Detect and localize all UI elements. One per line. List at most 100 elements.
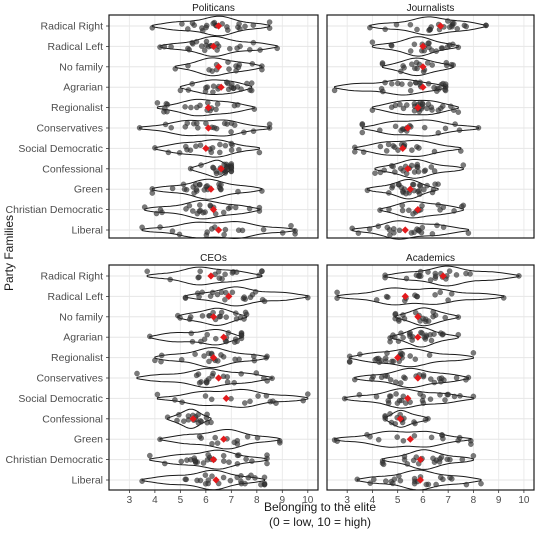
data-point — [434, 222, 440, 229]
data-point — [392, 420, 399, 427]
data-point — [200, 209, 206, 216]
data-point — [196, 181, 203, 188]
data-point — [401, 315, 408, 322]
data-point — [149, 186, 156, 192]
data-point — [167, 276, 173, 283]
data-point — [220, 474, 227, 481]
data-point — [225, 205, 232, 212]
data-point — [203, 38, 210, 45]
data-point — [437, 391, 443, 398]
mean-marker — [225, 292, 233, 300]
data-point — [448, 61, 455, 68]
data-point — [246, 205, 253, 212]
violin — [167, 408, 212, 429]
data-point — [402, 375, 408, 382]
mean-marker — [419, 83, 427, 91]
data-point — [231, 339, 238, 346]
data-point — [397, 68, 404, 75]
data-point — [241, 294, 247, 300]
data-point — [208, 396, 215, 403]
data-point — [427, 376, 434, 382]
panel-title: Politicans — [192, 3, 235, 14]
data-point — [417, 391, 423, 397]
data-point — [193, 120, 200, 127]
data-point — [215, 268, 222, 275]
data-point — [446, 24, 453, 30]
data-point — [391, 476, 398, 483]
mean-marker — [214, 22, 223, 30]
data-point — [470, 350, 477, 356]
data-point — [168, 44, 174, 50]
data-point — [176, 231, 183, 238]
x-tick-label: 4 — [152, 495, 158, 506]
data-point — [465, 230, 472, 236]
data-point — [205, 480, 211, 487]
data-point — [393, 391, 399, 397]
data-point — [427, 277, 434, 283]
category-label: Confessional — [42, 163, 103, 175]
panel-frame — [326, 14, 535, 239]
data-point — [372, 170, 378, 176]
x-tick-label: 5 — [178, 495, 184, 506]
data-point — [197, 268, 203, 275]
mean-marker — [212, 476, 220, 484]
data-point — [397, 165, 404, 172]
data-point — [396, 318, 402, 324]
data-point — [364, 431, 370, 438]
data-point — [300, 397, 307, 404]
data-point — [182, 295, 189, 301]
data-point — [257, 47, 263, 53]
data-point — [292, 228, 298, 234]
data-point — [414, 293, 421, 300]
data-point — [382, 355, 389, 361]
data-point — [141, 204, 148, 210]
data-point — [357, 351, 363, 358]
data-point — [250, 22, 257, 29]
x-tick-label: 3 — [344, 495, 350, 506]
data-point — [452, 121, 458, 127]
data-point — [375, 436, 382, 443]
data-point — [195, 411, 201, 418]
data-point — [248, 80, 255, 86]
data-point — [223, 79, 230, 85]
data-point — [446, 42, 453, 48]
category-label: Radical Left — [48, 41, 104, 53]
mean-marker — [209, 42, 218, 50]
data-point — [196, 433, 203, 440]
category-label: Agrarian — [63, 82, 103, 94]
mean-marker — [209, 313, 218, 321]
violin — [374, 158, 464, 179]
data-point — [186, 202, 193, 209]
data-point — [177, 87, 184, 94]
mean-marker — [189, 415, 197, 423]
data-point — [429, 107, 435, 113]
data-point — [450, 20, 457, 27]
data-point — [401, 65, 407, 71]
data-point — [386, 393, 393, 399]
data-point — [304, 294, 311, 301]
data-point — [456, 127, 463, 133]
data-point — [134, 370, 140, 377]
mean-marker — [404, 124, 412, 132]
data-point — [377, 143, 384, 150]
data-point — [360, 149, 367, 155]
x-tick-label: 10 — [302, 495, 314, 506]
data-point — [216, 149, 223, 156]
data-point — [211, 224, 218, 230]
data-point — [437, 207, 443, 213]
data-point — [236, 20, 242, 27]
mean-marker — [217, 83, 225, 91]
data-point — [178, 458, 185, 465]
data-point — [193, 104, 200, 111]
data-point — [198, 338, 204, 345]
data-point — [209, 440, 215, 447]
data-point — [415, 168, 422, 175]
data-point — [421, 334, 428, 341]
data-point — [416, 191, 423, 197]
x-tick-label: 4 — [370, 495, 376, 506]
data-point — [455, 109, 462, 115]
data-point — [185, 413, 192, 419]
data-point — [396, 473, 402, 479]
data-point — [407, 353, 414, 359]
data-point — [391, 334, 398, 341]
